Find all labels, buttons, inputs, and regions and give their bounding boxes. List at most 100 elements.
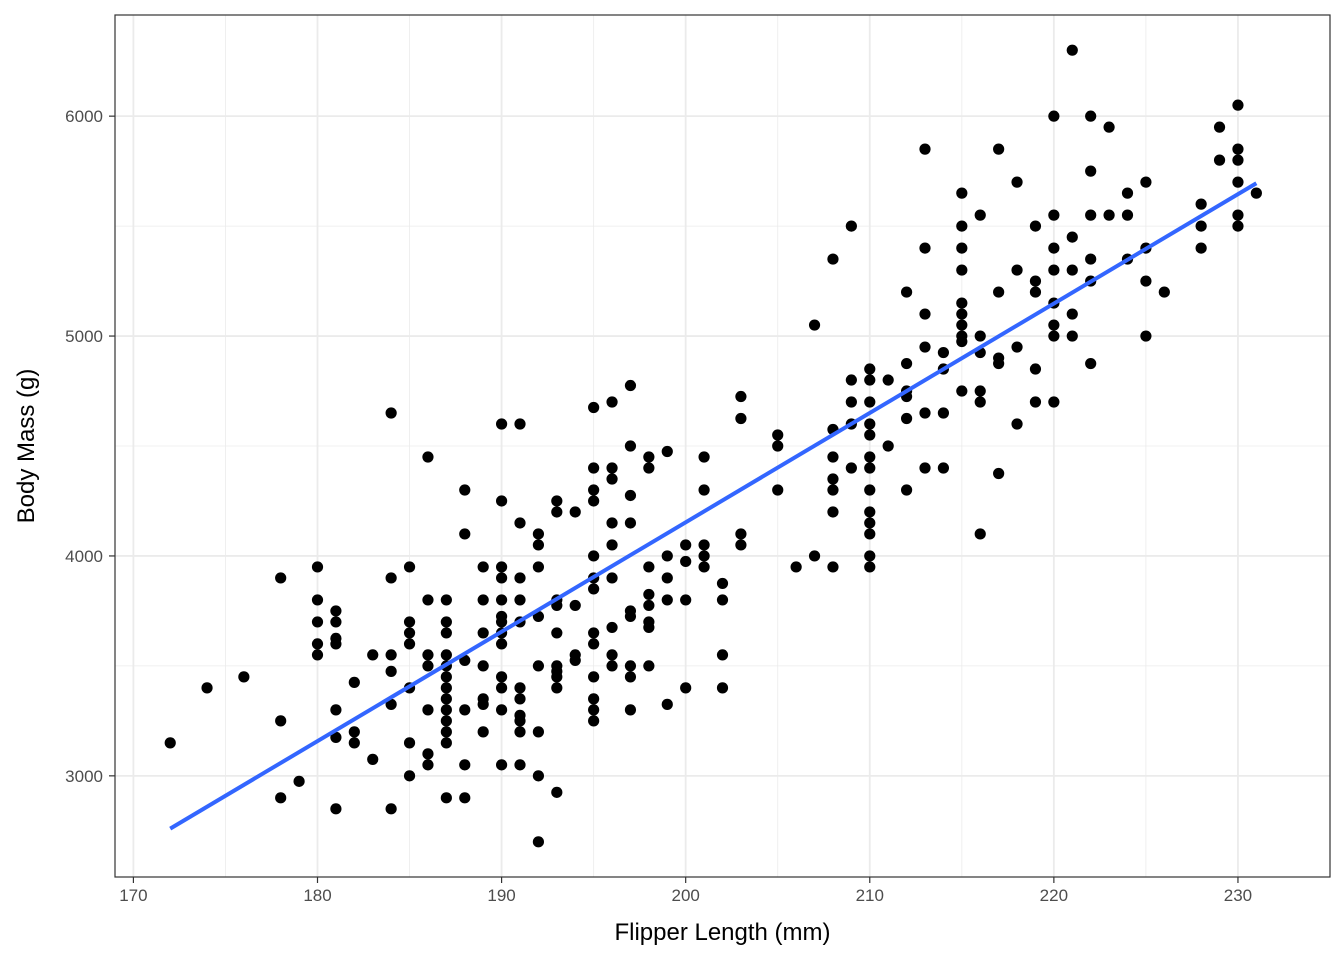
data-point bbox=[808, 319, 821, 331]
data-point bbox=[956, 335, 968, 348]
data-point bbox=[790, 561, 802, 573]
data-point bbox=[1066, 44, 1078, 56]
data-point bbox=[1048, 209, 1060, 221]
data-point bbox=[900, 357, 913, 370]
data-point bbox=[624, 610, 637, 623]
data-point bbox=[956, 187, 968, 199]
data-point bbox=[1066, 231, 1078, 243]
data-point bbox=[367, 753, 379, 765]
data-point bbox=[993, 143, 1005, 155]
data-point bbox=[588, 462, 600, 474]
y-axis: 3000 4000 5000 6000 bbox=[65, 107, 115, 786]
data-point bbox=[588, 627, 600, 639]
data-point bbox=[1029, 286, 1042, 298]
y-tick-label: 4000 bbox=[65, 547, 103, 566]
data-point bbox=[624, 517, 637, 529]
major-gridlines bbox=[115, 15, 1330, 877]
data-point bbox=[956, 242, 968, 254]
data-point bbox=[900, 412, 913, 425]
minor-gridlines bbox=[115, 15, 1331, 877]
data-point bbox=[919, 308, 931, 320]
data-point bbox=[551, 671, 563, 683]
data-point bbox=[716, 649, 729, 661]
data-point bbox=[698, 550, 710, 562]
data-point bbox=[569, 654, 581, 667]
data-point bbox=[845, 462, 857, 474]
data-point bbox=[422, 759, 434, 771]
data-point bbox=[864, 451, 876, 463]
y-tick-label: 6000 bbox=[65, 107, 103, 126]
data-point bbox=[716, 682, 729, 694]
data-point bbox=[385, 572, 397, 584]
data-point bbox=[680, 594, 692, 606]
data-point bbox=[680, 682, 692, 694]
data-point bbox=[588, 693, 600, 705]
data-point bbox=[606, 572, 618, 584]
data-point bbox=[495, 572, 508, 584]
data-point bbox=[993, 286, 1005, 298]
data-point bbox=[385, 803, 397, 815]
data-point bbox=[1195, 242, 1207, 254]
data-point bbox=[1103, 121, 1115, 133]
data-points bbox=[164, 44, 1262, 848]
data-point bbox=[440, 649, 452, 661]
data-point bbox=[606, 649, 618, 661]
data-point bbox=[827, 561, 839, 573]
data-point bbox=[827, 473, 839, 485]
data-point bbox=[1048, 264, 1060, 276]
regression-line bbox=[169, 181, 1258, 831]
data-point bbox=[937, 462, 950, 474]
data-point bbox=[1085, 110, 1097, 122]
data-point bbox=[1048, 396, 1060, 408]
data-point bbox=[606, 621, 618, 634]
data-point bbox=[588, 495, 600, 507]
regression-line-layer bbox=[169, 181, 1258, 831]
data-point bbox=[643, 451, 655, 463]
data-point bbox=[1066, 264, 1078, 276]
data-point bbox=[937, 407, 950, 419]
data-point bbox=[624, 704, 637, 716]
data-point bbox=[698, 539, 710, 551]
data-point bbox=[1232, 176, 1244, 188]
x-axis-title: Flipper Length (mm) bbox=[614, 919, 830, 946]
data-point bbox=[900, 286, 913, 298]
data-point bbox=[422, 594, 434, 606]
data-point bbox=[993, 467, 1005, 480]
data-point bbox=[495, 594, 508, 606]
data-point bbox=[348, 726, 360, 738]
data-point bbox=[1158, 286, 1170, 298]
data-point bbox=[1066, 330, 1078, 342]
data-point bbox=[440, 594, 452, 606]
data-point bbox=[1085, 357, 1097, 370]
data-point bbox=[440, 726, 452, 738]
data-point bbox=[1085, 253, 1097, 265]
data-point bbox=[864, 374, 876, 386]
data-point bbox=[422, 704, 434, 716]
data-point bbox=[624, 379, 637, 392]
data-point bbox=[993, 357, 1005, 370]
data-point bbox=[551, 682, 563, 694]
data-point bbox=[974, 396, 986, 408]
data-point bbox=[403, 616, 416, 628]
data-point bbox=[864, 561, 876, 573]
data-point bbox=[367, 649, 379, 661]
data-point bbox=[1103, 209, 1115, 221]
data-point bbox=[698, 561, 710, 573]
data-point bbox=[864, 506, 876, 518]
data-point bbox=[735, 412, 747, 425]
y-axis-title: Body Mass (g) bbox=[13, 369, 40, 524]
data-point bbox=[440, 704, 452, 716]
data-point bbox=[698, 451, 710, 463]
data-point bbox=[588, 484, 600, 496]
data-point bbox=[606, 473, 618, 485]
data-point bbox=[588, 638, 600, 650]
data-point bbox=[477, 660, 489, 672]
data-point bbox=[532, 770, 545, 782]
data-point bbox=[275, 715, 287, 727]
data-point bbox=[495, 704, 508, 716]
data-point bbox=[514, 693, 526, 705]
data-point bbox=[275, 572, 287, 584]
data-point bbox=[1140, 330, 1152, 342]
data-point bbox=[698, 484, 710, 496]
